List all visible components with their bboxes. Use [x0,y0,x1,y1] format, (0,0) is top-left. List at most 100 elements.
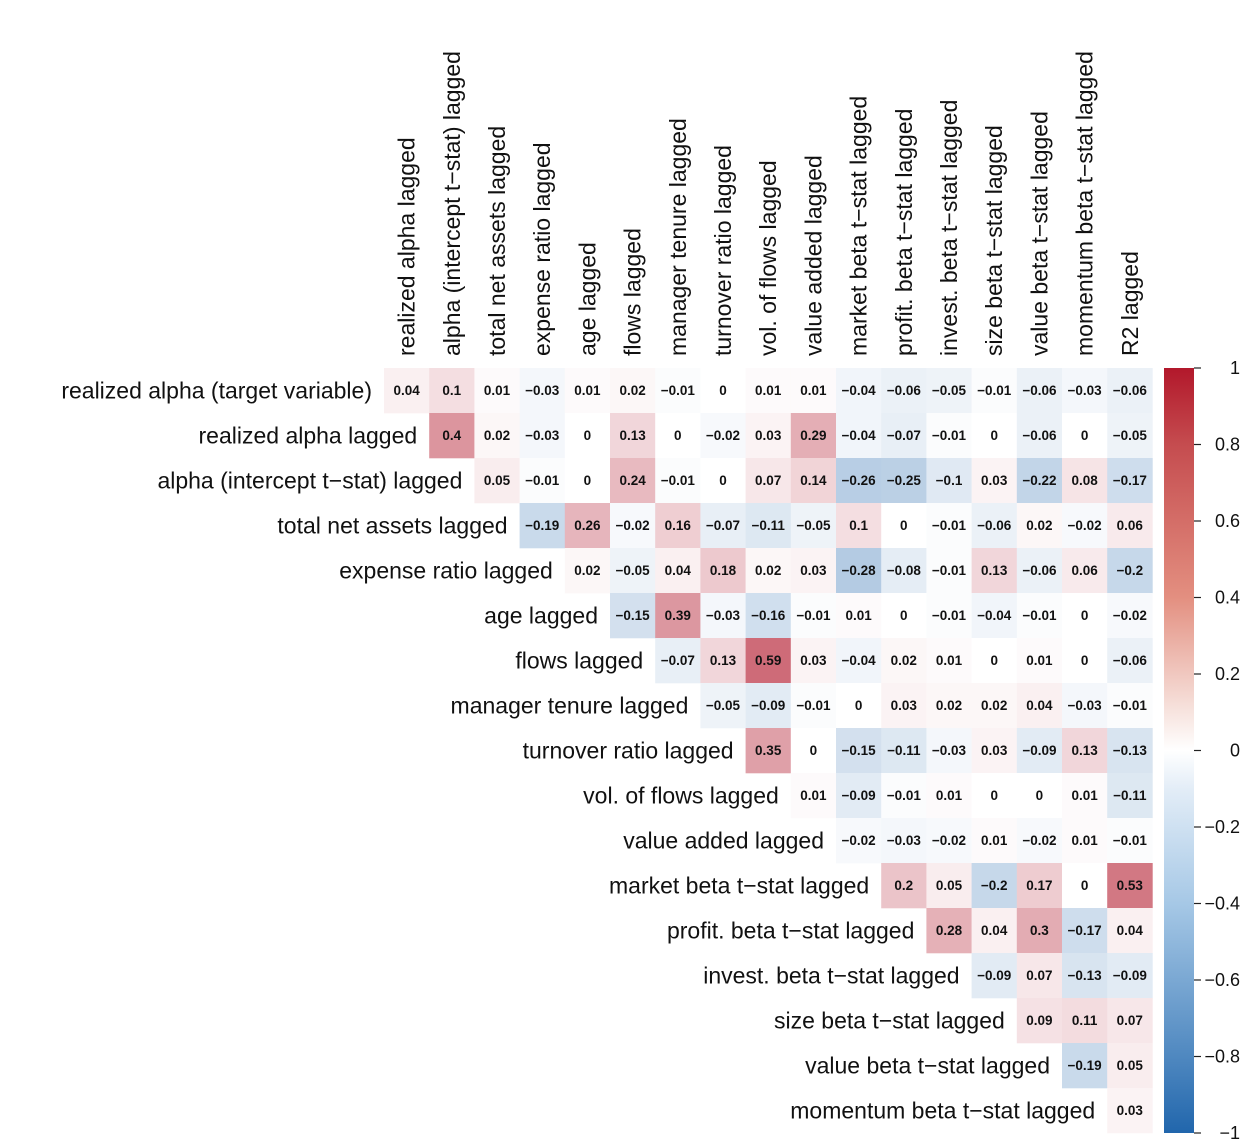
heatmap-cell [926,458,972,504]
cell-value-label: 0.06 [1117,518,1144,533]
column-label-expense-ratio-lagged: expense ratio lagged [529,142,555,356]
row-label-vol-of-flows-lagged: vol. of flows lagged [583,783,779,809]
cell-value-label: −0.01 [1022,608,1057,623]
cell-value-label: 0 [674,428,682,443]
heatmap-cell [1107,548,1153,594]
cell-value-label: −0.04 [842,383,877,398]
heatmap-cell [1107,1043,1153,1089]
heatmap-cell [790,593,837,639]
heatmap-cell [700,638,746,684]
colorbar: 1 0.8 0.6 0.4 0.2 0 −0.2 −0.4 −0.6 −0.8 −1 [1164,358,1240,1143]
cell-value-label: 0.11 [1072,1013,1098,1028]
heatmap-cell [1062,683,1108,729]
cell-value-label: 0.05 [484,473,511,488]
heatmap-cells [384,368,1153,1134]
cell-value-label: −0.17 [1113,473,1147,488]
heatmap-cell [881,638,927,684]
cell-value-label: −0.06 [1022,563,1057,578]
heatmap-cell [971,728,1018,774]
cell-value-label: 0.28 [936,923,963,938]
heatmap-cell [926,638,972,684]
column-label-invest-beta-t-stat-lagged: invest. beta t−stat lagged [936,100,962,356]
heatmap-cell [564,368,611,414]
heatmap-value-labels: 0.04 0.1 0.01 −0.03 0.01 0.02 −0.01 0 0.01 0.01 −0… [393,383,1147,1118]
heatmap-cell [971,818,1018,864]
cell-value-label: −0.02 [706,428,740,443]
cell-value-label: −0.13 [1068,968,1103,983]
cell-value-label: −0.2 [981,878,1008,893]
cell-value-label: −0.08 [887,563,922,578]
column-label-r2-lagged: R2 lagged [1117,251,1143,356]
heatmap-cell [745,593,792,639]
heatmap-cell [610,503,656,549]
heatmap-cell [1016,908,1063,954]
cell-value-label: 0 [990,788,998,803]
heatmap-cell [1107,683,1153,729]
cell-value-label: 0.18 [710,563,737,578]
heatmap-cell [655,593,701,639]
heatmap-cell [655,413,701,459]
heatmap-cell [1062,998,1108,1044]
heatmap-cell [1107,953,1153,999]
cell-value-label: −0.05 [616,563,651,578]
row-label-realized-alpha-target-variable: realized alpha (target variable) [61,378,372,404]
heatmap-cell [1062,908,1108,954]
heatmap-cell [836,458,882,504]
heatmap-cell [474,413,520,459]
heatmap-cell [519,368,566,414]
heatmap-cell [1016,458,1063,504]
heatmap-cell [926,863,972,909]
heatmap-cell [926,503,972,549]
cell-value-label: 0.4 [442,428,461,443]
cell-value-label: 0.01 [845,608,872,623]
cell-value-label: −0.03 [1068,698,1103,713]
cell-value-label: 0.01 [1071,788,1098,803]
heatmap-cell [971,683,1018,729]
heatmap-cell [881,503,927,549]
cell-value-label: 0.04 [393,383,420,398]
column-label-turnover-ratio-lagged: turnover ratio lagged [710,145,736,356]
cell-value-label: 0.07 [755,473,781,488]
heatmap-cell [1062,953,1108,999]
row-label-alpha-intercept-t-stat-lagged: alpha (intercept t−stat) lagged [157,468,462,494]
heatmap-cell [881,683,927,729]
colorbar-tick-label: 0.8 [1215,435,1240,455]
heatmap-cell [655,638,701,684]
heatmap-cell [1016,368,1063,414]
heatmap-cell [1062,503,1108,549]
heatmap-cell [429,413,475,459]
heatmap-cell [1062,773,1108,819]
cell-value-label: −0.01 [977,383,1012,398]
heatmap-cell [700,413,746,459]
cell-value-label: 0.02 [1026,518,1052,533]
row-label-profit-beta-t-stat-lagged: profit. beta t−stat lagged [667,918,914,944]
cell-value-label: 0.3 [1030,923,1049,938]
heatmap-cell [564,503,611,549]
cell-value-label: −0.2 [1116,563,1143,578]
heatmap-cell [926,818,972,864]
cell-value-label: 0.14 [800,473,827,488]
cell-value-label: 0.07 [1026,968,1052,983]
heatmap-cell [836,503,882,549]
heatmap-cell [564,413,611,459]
cell-value-label: −0.11 [887,743,921,758]
cell-value-label: −0.26 [842,473,877,488]
cell-value-label: −0.07 [706,518,740,533]
heatmap-cell [474,368,520,414]
heatmap-cell [610,548,656,594]
colorbar-tick-label: −1 [1219,1123,1240,1143]
cell-value-label: 0 [900,518,908,533]
cell-value-label: −0.07 [887,428,921,443]
cell-value-label: −0.01 [932,608,967,623]
heatmap-cell [926,908,972,954]
column-label-total-net-assets-lagged: total net assets lagged [484,126,510,356]
cell-value-label: 0.07 [1117,1013,1143,1028]
heatmap-cell [745,728,792,774]
colorbar-tick-label: −0.8 [1204,1047,1240,1067]
cell-value-label: 0.13 [1071,743,1098,758]
heatmap-cell [790,458,837,504]
cell-value-label: 0.02 [574,563,600,578]
row-label-invest-beta-t-stat-lagged: invest. beta t−stat lagged [703,963,959,989]
heatmap-cell [1062,863,1108,909]
